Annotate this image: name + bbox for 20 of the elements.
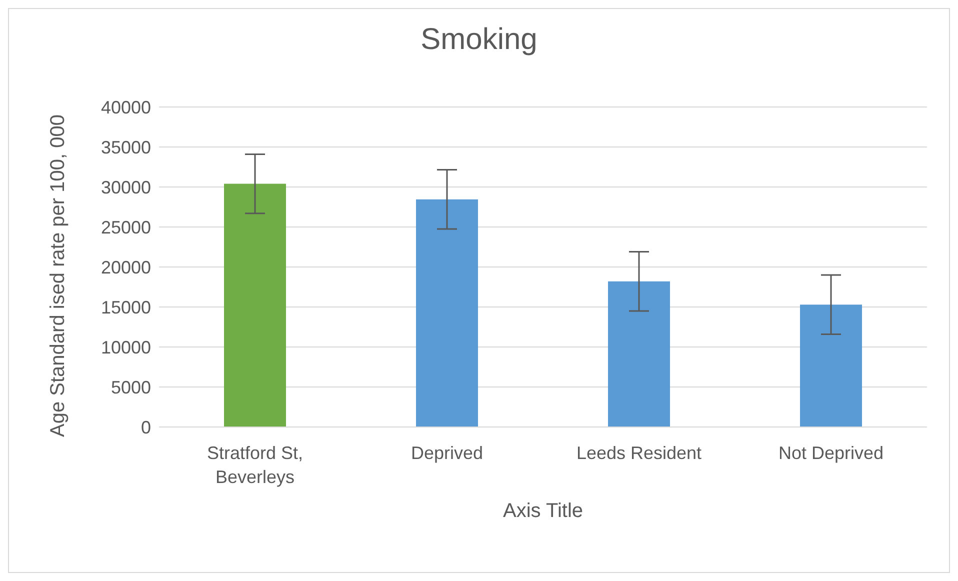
x-axis-title: Axis Title [502,500,584,522]
y-tick-label: 0 [140,417,151,438]
bar [224,184,286,427]
y-tick-label: 35000 [100,137,151,158]
bar [800,304,862,427]
x-tick-label: Not Deprived [778,443,884,463]
bar [608,281,670,427]
y-tick-label: 20000 [100,257,151,278]
x-tick-label: Deprived [410,443,484,463]
y-tick-label: 10000 [100,337,151,358]
y-tick-label: 15000 [100,297,151,318]
bar [416,199,478,427]
y-tick-label: 25000 [100,217,151,238]
y-tick-label: 40000 [100,97,151,118]
chart-title: Smoking [420,23,538,57]
y-tick-label: 5000 [110,377,151,398]
x-tick-label: Stratford St, Beverleys [206,443,304,487]
y-tick-label: 30000 [100,177,151,198]
y-axis-title: Age Standard ised rate per 100, 000 [47,114,70,437]
x-tick-label: Leeds Resident [576,443,702,463]
